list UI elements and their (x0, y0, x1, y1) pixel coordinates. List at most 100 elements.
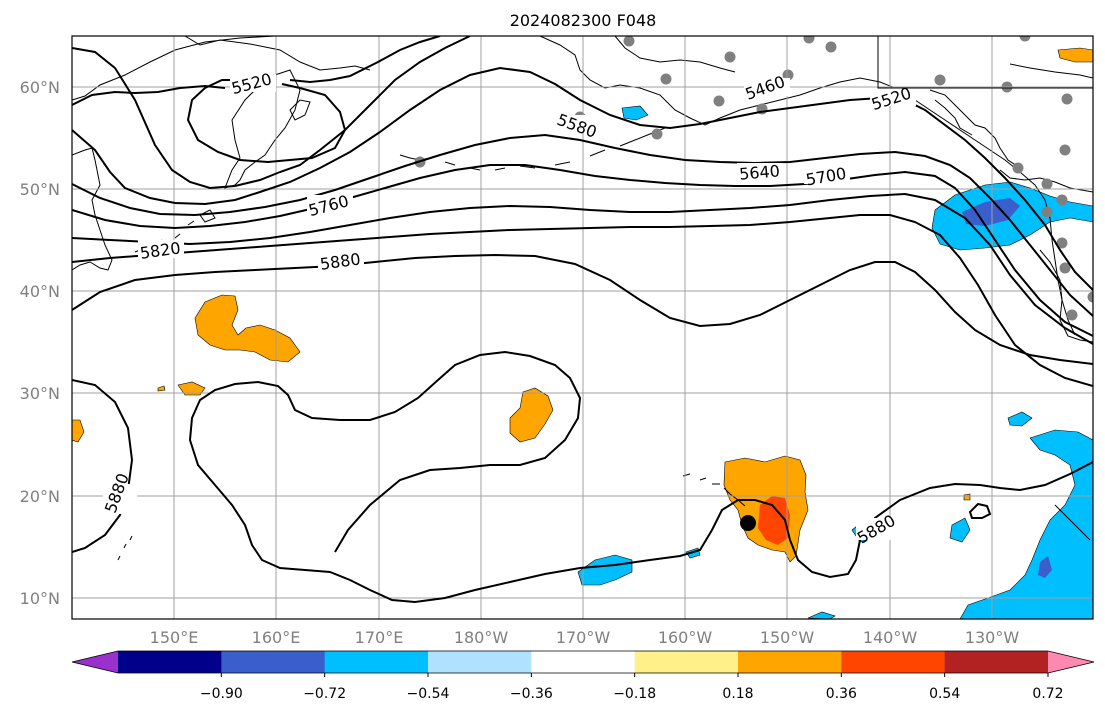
coastline (999, 169, 1093, 193)
coastline (1054, 504, 1091, 541)
coastline (682, 473, 746, 507)
station-marker (1056, 237, 1068, 249)
colorbar-swatch (531, 651, 636, 673)
colorbar-swatch (738, 651, 842, 673)
negative-region (959, 429, 1093, 619)
height-contours (72, 36, 1093, 604)
colorbar-tick-label: −0.54 (407, 686, 450, 702)
colorbar-tick-label: 0.18 (722, 686, 753, 702)
station-marker (782, 69, 794, 81)
colorbar-tick-label: −0.72 (303, 686, 346, 702)
colorbar-tick-label: −0.90 (200, 686, 243, 702)
coastline (289, 99, 311, 121)
station-marker (1019, 36, 1031, 42)
contour-line (72, 164, 1093, 337)
station-marker (660, 73, 672, 85)
station-marker (1059, 262, 1071, 274)
lat-tick-label: 60°N (20, 78, 60, 97)
colorbar-tick-label: 0.54 (929, 686, 960, 702)
coastline (134, 209, 216, 253)
colorbar-swatch (221, 651, 326, 673)
strong-negative-region (962, 198, 1020, 226)
coastline (929, 89, 1021, 169)
negative-region (949, 517, 971, 543)
strong-negative-region (1038, 556, 1052, 578)
colorbar-extend-low (72, 651, 118, 673)
storm-center-marker (740, 515, 756, 531)
station-marker (1056, 194, 1068, 206)
contour-line (186, 79, 347, 164)
colorbar-tick-label: −0.18 (613, 686, 656, 702)
coastline (117, 535, 133, 561)
positive-region (194, 294, 301, 363)
station-marker (825, 41, 837, 53)
station-marker (1087, 291, 1093, 303)
coastline (399, 127, 666, 171)
colorbar-swatch (841, 651, 946, 673)
colorbar-swatch (324, 651, 429, 673)
colorbar-swatch (944, 651, 1049, 673)
coastline (72, 36, 371, 101)
map-frame (71, 35, 1094, 620)
lon-tick-label: 170°E (355, 628, 404, 647)
colorbar-outline (71, 650, 1095, 674)
positive-region (72, 419, 85, 443)
station-marker (1041, 178, 1053, 190)
contour-line (72, 192, 1093, 345)
station-marker (623, 36, 635, 47)
negative-region (1007, 411, 1033, 427)
station-marker (934, 74, 946, 86)
positive-region (963, 493, 971, 501)
station-marker (651, 128, 663, 140)
lat-tick-labels: 60°N 50°N 40°N 30°N 20°N 10°N (20, 78, 60, 608)
station-marker (803, 36, 815, 44)
colorbar-tick-label: 0.72 (1032, 686, 1063, 702)
lat-tick-label: 50°N (20, 180, 60, 199)
lat-tick-label: 10°N (20, 589, 60, 608)
lon-tick-label: 150°E (150, 628, 199, 647)
coastline (614, 36, 736, 73)
station-marker (1012, 162, 1024, 174)
negative-region (931, 181, 1093, 251)
contour-line (72, 133, 1093, 317)
colorbar-swatch (428, 651, 532, 673)
negative-region (577, 554, 633, 586)
lon-tick-label: 180°W (454, 628, 509, 647)
contour-line (72, 214, 1093, 387)
contour-line (72, 66, 1093, 291)
strong-positive-region (758, 496, 790, 545)
station-marker (724, 51, 736, 63)
lon-tick-label: 170°W (556, 628, 611, 647)
station-marker (713, 95, 725, 107)
lon-tick-label: 140°W (863, 628, 918, 647)
coastline (72, 147, 113, 271)
inset-border (877, 35, 1094, 89)
lon-tick-label: 160°W (658, 628, 713, 647)
colorbar-extend-high (1048, 651, 1094, 673)
coastline (1039, 249, 1093, 343)
lat-tick-label: 40°N (20, 282, 60, 301)
colorbar-labels: −0.90 −0.72 −0.54 −0.36 −0.18 0.18 0.36 0.54 0.7… (200, 673, 1064, 702)
contour-line (188, 350, 1093, 604)
station-marker (1061, 93, 1073, 105)
contour-line (72, 253, 1093, 365)
contour-line (72, 36, 441, 106)
lon-tick-label: 130°W (965, 628, 1020, 647)
colorbar-tick-label: 0.36 (826, 686, 857, 702)
shaded-field-negative (577, 105, 1093, 619)
positive-region (157, 385, 166, 392)
lat-tick-label: 20°N (20, 487, 60, 506)
contour-line (72, 36, 471, 190)
coastline (1009, 63, 1093, 79)
colorbar-swatch (634, 651, 739, 673)
lon-tick-label: 160°E (252, 628, 301, 647)
contour-line (72, 379, 134, 553)
colorbar (71, 650, 1095, 674)
contour-label: 5640 (738, 161, 780, 183)
positive-region (1057, 47, 1093, 63)
station-marker (1059, 144, 1071, 156)
contour-line (968, 502, 992, 519)
lon-tick-label: 150°W (760, 628, 815, 647)
map-title: 2024082300 F048 (510, 11, 657, 30)
